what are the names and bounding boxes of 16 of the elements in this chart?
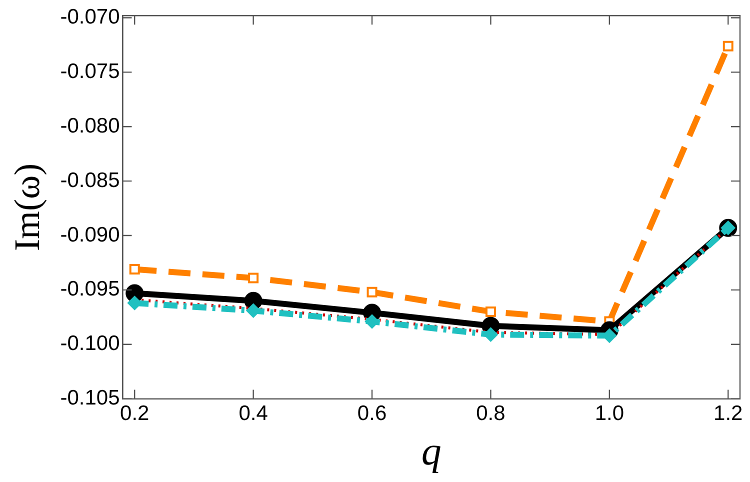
y-tick-label: -0.070	[60, 6, 120, 29]
y-axis-title: Im(ω)	[7, 163, 48, 252]
y-tick-label: -0.075	[60, 60, 120, 84]
y-tick-label: -0.080	[60, 114, 120, 138]
x-tick-label: 0.6	[357, 402, 387, 426]
y-tick-label: -0.095	[60, 278, 120, 301]
x-tick-label: 1.2	[714, 402, 743, 426]
x-tick-label: 0.8	[476, 402, 506, 426]
x-tick-label: 0.4	[238, 402, 268, 426]
x-axis-title: q	[421, 428, 442, 474]
y-tick-label: -0.105	[60, 386, 120, 410]
y-tick-label: -0.100	[60, 332, 120, 356]
y-tick-label: -0.090	[60, 223, 120, 246]
y-tick-label: -0.085	[60, 168, 120, 192]
x-tick-label: 1.0	[594, 402, 624, 426]
x-tick-label: 0.2	[120, 402, 150, 426]
